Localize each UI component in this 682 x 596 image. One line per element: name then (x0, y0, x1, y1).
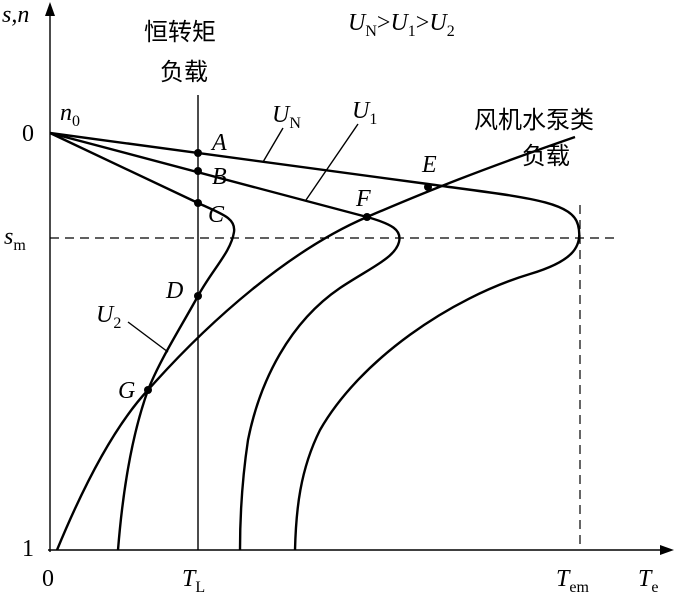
n0-label: n0 (60, 100, 80, 130)
point-dot (194, 167, 202, 175)
cond-gt: > (416, 10, 430, 36)
u1-main: U (352, 98, 371, 124)
sm-sub: m (13, 237, 26, 254)
curve-u2 (49, 131, 236, 551)
tl-sub: L (195, 579, 205, 596)
sm-main: s (4, 224, 13, 250)
y-tick-label: 0 (22, 121, 34, 147)
cond-u1-sub: 1 (408, 23, 416, 40)
point-label: F (355, 186, 371, 212)
fan-load-title: 负载 (522, 142, 570, 170)
un-main: U (272, 102, 291, 128)
fan-load-title: 风机水泵类 (474, 106, 594, 134)
y-arrow (45, 2, 55, 16)
point-dot (194, 292, 202, 300)
cond-u2-sub: 2 (447, 23, 455, 40)
cond-un-sub: N (365, 23, 377, 40)
x-axis-label: Te (638, 566, 658, 596)
point-label: A (210, 130, 227, 156)
leader-un (262, 127, 284, 163)
tem-label: Tem (556, 566, 589, 596)
cond-u1: U (390, 10, 409, 36)
curve-label: U1 (352, 98, 377, 128)
te-sub: e (651, 579, 658, 596)
y-axis-label: s,n (2, 2, 29, 28)
point-dot (144, 386, 152, 394)
point-dot (363, 213, 371, 221)
tem-main: T (556, 566, 571, 592)
point-label: C (208, 202, 225, 228)
u2-sub: 2 (113, 315, 121, 332)
tl-main: T (182, 566, 197, 592)
un-sub: N (289, 115, 301, 132)
leader-u2 (127, 321, 169, 353)
voltage-condition: UN>U1>U2 (348, 10, 455, 40)
u1-sub: 1 (369, 111, 377, 128)
n0-main: n (60, 100, 72, 126)
curve-label: UN (272, 102, 301, 132)
cond-u2: U (429, 10, 448, 36)
curve-un (49, 131, 581, 551)
point-label: G (118, 378, 135, 404)
leader-u1 (305, 123, 359, 201)
tem-sub: em (569, 579, 589, 596)
x-origin-label: 0 (42, 566, 54, 592)
cond-un: U (348, 10, 367, 36)
point-label: B (212, 164, 227, 190)
constant-torque-title: 负载 (160, 58, 208, 86)
point-dot (194, 199, 202, 207)
cond-gt: > (377, 10, 391, 36)
curve-label: U2 (96, 302, 121, 332)
u2-main: U (96, 302, 115, 328)
x-arrow (660, 545, 674, 555)
constant-torque-title: 恒转矩 (144, 18, 216, 46)
y-tick-label: 1 (22, 536, 34, 562)
te-main: T (638, 566, 653, 592)
point-label: E (421, 152, 437, 178)
curve-fan-load (55, 135, 576, 551)
point-label: D (165, 278, 183, 304)
curve-u1 (49, 131, 401, 551)
tl-label: TL (182, 566, 205, 596)
sm-label: sm (4, 224, 26, 254)
point-dot (194, 149, 202, 157)
point-dot (424, 183, 432, 191)
n0-sub: 0 (72, 113, 80, 130)
